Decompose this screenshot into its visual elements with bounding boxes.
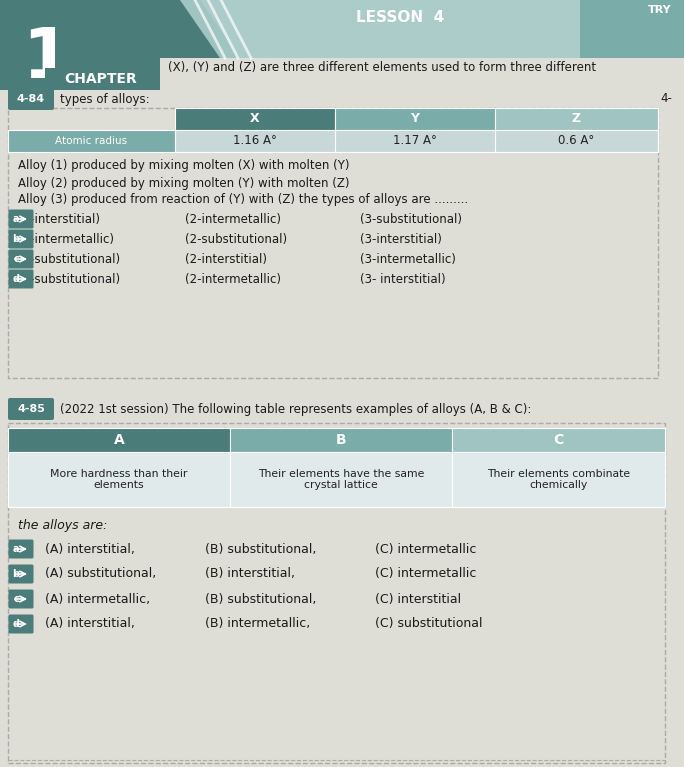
Text: (3-intermetallic): (3-intermetallic) [360, 252, 456, 265]
Text: Alloy (2) produced by mixing molten (Y) with molten (Z): Alloy (2) produced by mixing molten (Y) … [18, 176, 350, 189]
Text: 1.17 A°: 1.17 A° [393, 134, 437, 147]
Text: B: B [336, 433, 346, 447]
Text: (A) intermetallic,: (A) intermetallic, [45, 592, 150, 605]
Text: TRY: TRY [648, 5, 672, 15]
Text: (2-intermetallic): (2-intermetallic) [185, 272, 281, 285]
Text: 0.6 A°: 0.6 A° [558, 134, 594, 147]
Text: Their elements combinate
chemically: Their elements combinate chemically [487, 469, 630, 490]
Bar [452, 428, 665, 452]
Text: b: b [12, 234, 20, 244]
Polygon shape [180, 0, 684, 58]
FancyBboxPatch shape [8, 590, 34, 608]
Text: (B) substitutional,: (B) substitutional, [205, 542, 317, 555]
Text: (C) substitutional: (C) substitutional [375, 617, 482, 630]
Text: Alloy (3) produced from reaction of (Y) with (Z) the types of alloys are .......: Alloy (3) produced from reaction of (Y) … [18, 193, 468, 206]
Text: (3-interstitial): (3-interstitial) [360, 232, 442, 245]
Bar [8, 428, 230, 452]
Text: Y: Y [410, 113, 419, 126]
Text: CHAPTER: CHAPTER [64, 72, 137, 86]
Text: 1: 1 [22, 25, 70, 91]
Text: (X), (Y) and (Z) are three different elements used to form three different: (X), (Y) and (Z) are three different ele… [168, 61, 596, 74]
Text: d: d [12, 619, 20, 629]
Text: (2-interstitial): (2-interstitial) [185, 252, 267, 265]
Bar [8, 130, 175, 152]
Text: (1-substitutional): (1-substitutional) [18, 272, 120, 285]
Bar [495, 108, 658, 130]
Bar [8, 108, 658, 378]
Text: the alloys are:: the alloys are: [18, 518, 107, 532]
Text: c: c [13, 254, 19, 264]
Text: (A) substitutional,: (A) substitutional, [45, 568, 156, 581]
Bar [8, 452, 230, 507]
Text: Atomic radius: Atomic radius [55, 136, 127, 146]
Text: types of alloys:: types of alloys: [60, 93, 150, 106]
Text: 4-85: 4-85 [17, 404, 45, 414]
Text: More hardness than their
elements: More hardness than their elements [51, 469, 187, 490]
Bar [175, 130, 335, 152]
Text: (B) substitutional,: (B) substitutional, [205, 592, 317, 605]
FancyBboxPatch shape [8, 209, 34, 229]
FancyBboxPatch shape [8, 565, 34, 584]
FancyBboxPatch shape [8, 229, 34, 249]
Text: C: C [553, 433, 564, 447]
Text: (C) intermetallic: (C) intermetallic [375, 568, 476, 581]
Text: a: a [13, 544, 19, 554]
Bar [335, 108, 495, 130]
Text: Z: Z [572, 113, 581, 126]
Text: a: a [13, 214, 19, 224]
Text: LESSON  4: LESSON 4 [356, 11, 444, 25]
Text: (1-intermetallic): (1-intermetallic) [18, 232, 114, 245]
Text: (A) interstitial,: (A) interstitial, [45, 542, 135, 555]
Text: b: b [12, 569, 20, 579]
Bar [45, 68, 157, 90]
Text: X: X [250, 113, 260, 126]
Text: 4-: 4- [660, 93, 672, 106]
Bar [0, 0, 684, 58]
Text: Their elements have the same
crystal lattice: Their elements have the same crystal lat… [258, 469, 424, 490]
Bar [0, 0, 160, 90]
Text: (2022 1st session) The following table represents examples of alloys (A, B & C):: (2022 1st session) The following table r… [60, 403, 531, 416]
Text: 1.16 A°: 1.16 A° [233, 134, 277, 147]
Text: (2-intermetallic): (2-intermetallic) [185, 212, 281, 225]
Text: (1-substitutional): (1-substitutional) [18, 252, 120, 265]
Text: A: A [114, 433, 124, 447]
Bar [175, 108, 335, 130]
Bar [230, 428, 452, 452]
Text: (C) interstitial: (C) interstitial [375, 592, 461, 605]
Text: (B) intermetallic,: (B) intermetallic, [205, 617, 311, 630]
Text: (C) intermetallic: (C) intermetallic [375, 542, 476, 555]
Text: d: d [12, 274, 20, 284]
Bar [335, 130, 495, 152]
Text: (2-substitutional): (2-substitutional) [185, 232, 287, 245]
FancyBboxPatch shape [8, 539, 34, 558]
Bar [230, 452, 452, 507]
FancyBboxPatch shape [8, 614, 34, 634]
Text: (3-substitutional): (3-substitutional) [360, 212, 462, 225]
Bar [452, 452, 665, 507]
Polygon shape [200, 0, 684, 58]
Text: 4-84: 4-84 [17, 94, 45, 104]
Bar [8, 423, 665, 763]
Text: c: c [13, 594, 19, 604]
FancyBboxPatch shape [8, 88, 54, 110]
FancyBboxPatch shape [8, 398, 54, 420]
Text: (A) interstitial,: (A) interstitial, [45, 617, 135, 630]
Bar [495, 130, 658, 152]
FancyBboxPatch shape [8, 249, 34, 268]
Text: (3- interstitial): (3- interstitial) [360, 272, 445, 285]
Text: Alloy (1) produced by mixing molten (X) with molten (Y): Alloy (1) produced by mixing molten (X) … [18, 160, 350, 173]
Text: (1-interstitial): (1-interstitial) [18, 212, 100, 225]
FancyBboxPatch shape [8, 269, 34, 288]
Bar [580, 0, 684, 58]
Text: (B) interstitial,: (B) interstitial, [205, 568, 295, 581]
